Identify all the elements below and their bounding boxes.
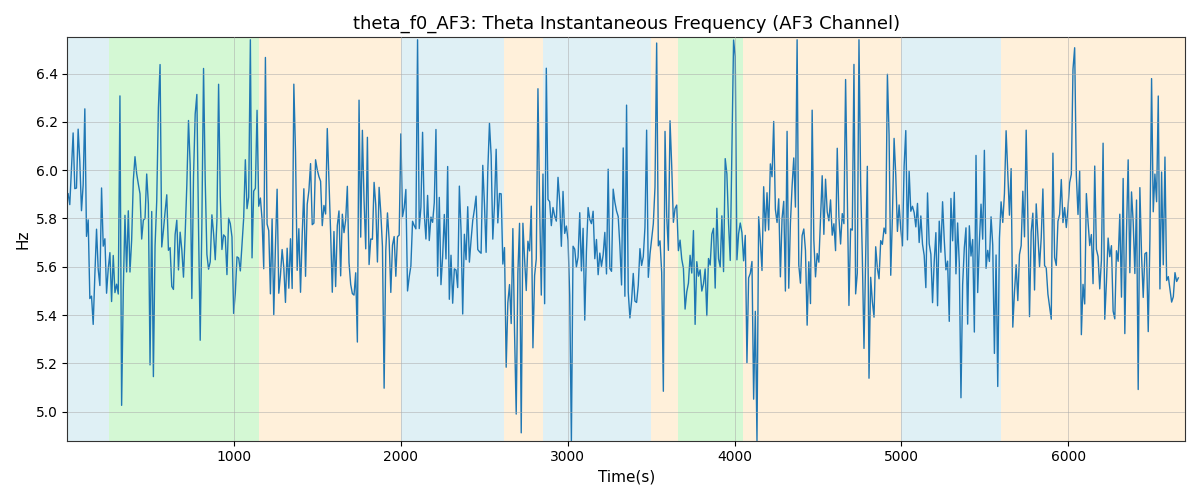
Bar (743, 38, 901, 440)
Bar (678, 38, 743, 440)
Bar (109, 38, 259, 440)
Bar (401, 38, 504, 440)
Bar (67, 38, 109, 440)
Bar (652, 38, 678, 440)
Bar (504, 38, 542, 440)
Title: theta_f0_AF3: Theta Instantaneous Frequency (AF3 Channel): theta_f0_AF3: Theta Instantaneous Freque… (353, 15, 900, 34)
Y-axis label: Hz: Hz (16, 230, 30, 249)
Bar (259, 38, 401, 440)
X-axis label: Time(s): Time(s) (598, 470, 655, 485)
Bar (901, 38, 1002, 440)
Bar (1002, 38, 1186, 440)
Bar (542, 38, 652, 440)
